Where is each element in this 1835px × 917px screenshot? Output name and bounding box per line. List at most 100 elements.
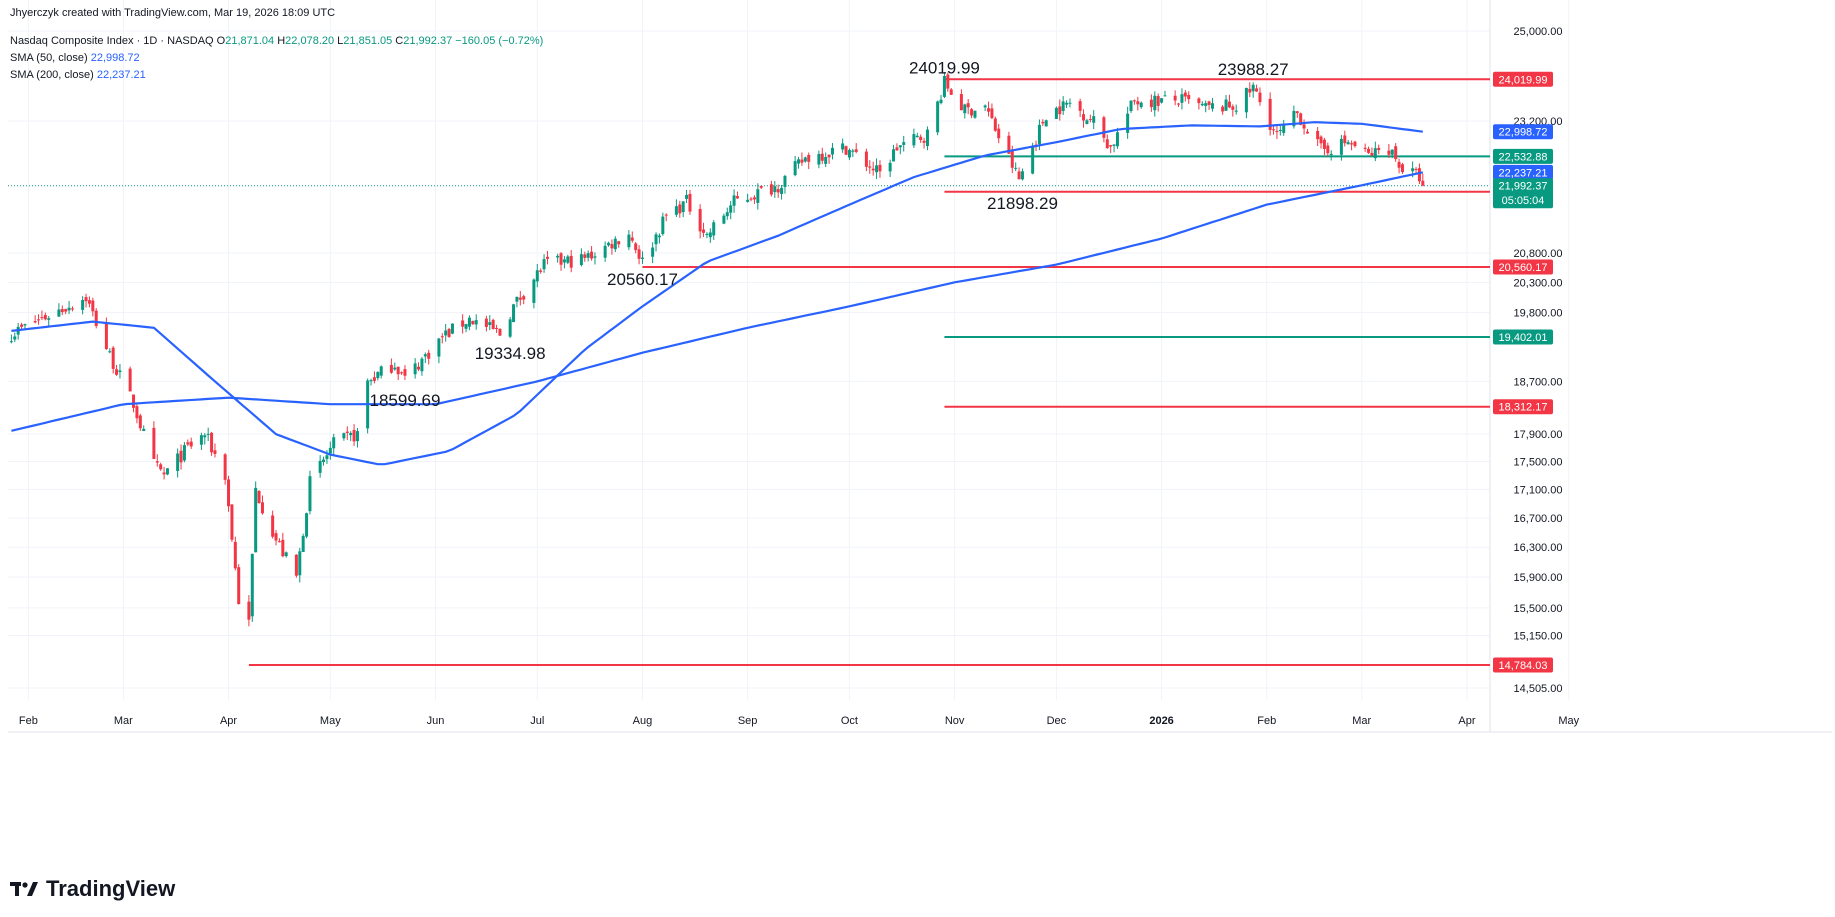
candle-body[interactable] (1305, 131, 1309, 134)
candle-body[interactable] (159, 464, 163, 470)
candle-body[interactable] (1207, 101, 1211, 106)
candle-body[interactable] (1204, 103, 1208, 106)
candle-body[interactable] (37, 319, 41, 321)
candle-body[interactable] (512, 304, 516, 323)
candle-body[interactable] (871, 168, 875, 171)
candle-body[interactable] (970, 109, 974, 116)
candle-body[interactable] (539, 270, 543, 272)
candle-body[interactable] (1210, 103, 1214, 109)
candle-body[interactable] (1244, 87, 1248, 113)
candle-body[interactable] (1363, 147, 1367, 149)
candle-body[interactable] (1132, 100, 1136, 102)
candle-body[interactable] (1017, 171, 1021, 180)
candle-body[interactable] (1370, 152, 1374, 156)
candle-body[interactable] (1326, 145, 1330, 154)
candle-body[interactable] (1183, 92, 1187, 97)
candle-body[interactable] (389, 364, 393, 373)
candle-body[interactable] (664, 214, 668, 216)
candle-body[interactable] (1346, 142, 1350, 145)
candle-body[interactable] (959, 94, 963, 111)
candle-body[interactable] (725, 212, 729, 217)
candle-body[interactable] (284, 552, 288, 557)
candle-body[interactable] (518, 297, 522, 300)
candle-body[interactable] (57, 309, 61, 317)
candle-body[interactable] (332, 437, 336, 449)
candle-body[interactable] (973, 110, 977, 118)
candle-body[interactable] (322, 459, 326, 463)
candle-body[interactable] (783, 175, 787, 187)
candle-body[interactable] (1255, 88, 1259, 92)
candle-body[interactable] (1329, 153, 1333, 156)
last-price-tag[interactable] (1493, 178, 1553, 209)
candle-body[interactable] (203, 435, 207, 438)
candle-body[interactable] (199, 435, 203, 445)
candle-body[interactable] (756, 189, 760, 203)
candle-body[interactable] (128, 368, 132, 392)
candle-body[interactable] (250, 553, 254, 617)
candle-body[interactable] (678, 204, 682, 214)
candle-body[interactable] (898, 145, 902, 148)
candle-body[interactable] (23, 324, 27, 326)
candle-body[interactable] (135, 406, 139, 419)
candle-body[interactable] (997, 128, 1001, 139)
candle-body[interactable] (1400, 164, 1404, 173)
candle-body[interactable] (461, 320, 465, 327)
candle-body[interactable] (376, 372, 380, 379)
candle-body[interactable] (70, 308, 74, 310)
candle-body[interactable] (274, 533, 278, 541)
candle-body[interactable] (43, 314, 47, 320)
candle-body[interactable] (379, 366, 383, 376)
candle-body[interactable] (1339, 138, 1343, 155)
candle-body[interactable] (328, 447, 332, 454)
candle-body[interactable] (892, 149, 896, 162)
candle-body[interactable] (1020, 171, 1024, 180)
candle-body[interactable] (355, 431, 359, 442)
candle-body[interactable] (912, 134, 916, 146)
sma-price-tag[interactable] (1493, 124, 1553, 140)
candle-body[interactable] (803, 157, 807, 162)
candle-body[interactable] (1105, 139, 1109, 149)
candle-body[interactable] (464, 324, 468, 329)
candle-body[interactable] (532, 279, 536, 303)
candle-body[interactable] (579, 254, 583, 266)
candle-body[interactable] (33, 321, 37, 323)
candle-body[interactable] (735, 196, 739, 199)
candle-body[interactable] (349, 432, 353, 436)
candle-body[interactable] (1177, 103, 1181, 105)
candle-body[interactable] (800, 159, 804, 163)
candle-body[interactable] (515, 296, 519, 302)
candle-body[interactable] (705, 233, 709, 236)
candle-body[interactable] (752, 197, 756, 200)
candle-body[interactable] (963, 104, 967, 114)
candle-body[interactable] (1200, 103, 1204, 106)
candle-body[interactable] (987, 108, 991, 112)
candle-body[interactable] (617, 241, 621, 245)
candle-body[interactable] (746, 199, 750, 202)
candle-body[interactable] (1044, 120, 1048, 127)
candle-body[interactable] (423, 354, 427, 357)
candle-body[interactable] (298, 551, 302, 576)
candle-body[interactable] (152, 427, 156, 459)
candle-body[interactable] (260, 502, 264, 514)
candle-body[interactable] (1126, 113, 1130, 133)
candle-body[interactable] (1102, 117, 1106, 138)
candle-body[interactable] (1299, 113, 1303, 125)
candle-body[interactable] (1377, 147, 1381, 151)
candle-body[interactable] (165, 468, 169, 475)
candle-body[interactable] (233, 541, 237, 569)
candle-body[interactable] (966, 103, 970, 108)
candle-body[interactable] (1387, 150, 1391, 155)
candle-body[interactable] (936, 101, 940, 133)
candle-body[interactable] (630, 237, 634, 241)
candle-body[interactable] (237, 567, 241, 605)
candle-body[interactable] (661, 216, 665, 235)
candle-body[interactable] (67, 307, 71, 311)
candle-body[interactable] (522, 296, 526, 300)
candle-body[interactable] (732, 195, 736, 206)
candle-body[interactable] (1153, 95, 1157, 111)
candle-body[interactable] (87, 300, 91, 304)
level-price-tag[interactable] (1493, 259, 1553, 275)
candle-body[interactable] (820, 153, 824, 161)
candle-body[interactable] (830, 147, 834, 155)
